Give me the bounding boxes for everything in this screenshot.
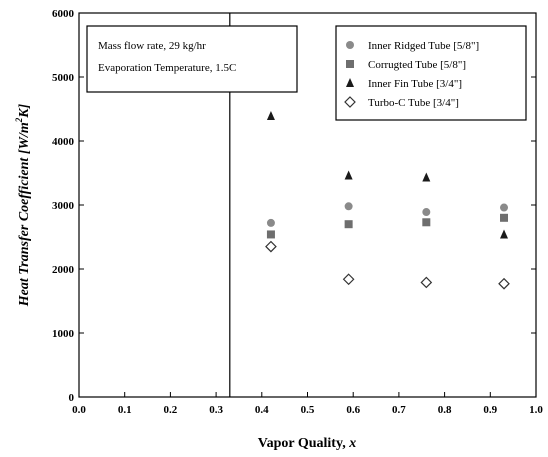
x-tick-label: 0.6 [346, 404, 360, 416]
data-point-series-4 [498, 277, 510, 290]
y-tick-label: 2000 [52, 264, 75, 276]
legend-marker-3 [346, 78, 354, 87]
data-point-series-4 [342, 273, 355, 286]
x-tick-label: 0.3 [209, 404, 223, 416]
legend-marker-4 [344, 96, 356, 108]
data-point-series-1 [422, 208, 431, 217]
data-point-series-2 [422, 218, 431, 227]
legend: Inner Ridged Tube [5/8"] Corrugted Tube [… [335, 25, 527, 121]
data-point-series-2 [266, 230, 275, 239]
data-point-series-2 [344, 220, 353, 229]
x-tick-label: 0.7 [392, 404, 406, 416]
y-axis-label: Heat Transfer Coefficient [W/m2K] [14, 103, 32, 307]
legend-marker-2 [346, 60, 354, 68]
annotation-line-1: Mass flow rate, 29 kg/hr [98, 40, 206, 52]
legend-label-1: Inner Ridged Tube [5/8"] [368, 40, 479, 52]
data-point-series-1 [344, 202, 353, 211]
data-point-series-3 [422, 172, 431, 182]
y-tick-label: 6000 [52, 8, 75, 20]
data-point-series-3 [344, 170, 353, 180]
data-point-series-4 [420, 276, 433, 289]
data-point-series-3 [266, 111, 275, 121]
x-axis-label: Vapor Quality, x [258, 436, 356, 451]
y-tick-label: 5000 [52, 72, 75, 84]
y-tick-label: 4000 [52, 136, 75, 148]
annotation-box: Mass flow rate, 29 kg/hr Evaporation Tem… [86, 25, 298, 93]
data-point-series-2 [500, 213, 509, 222]
y-tick-label: 3000 [52, 200, 75, 212]
x-tick-label: 1.0 [529, 404, 543, 416]
x-tick-label: 0.2 [164, 404, 178, 416]
y-tick-label: 0 [69, 392, 75, 404]
legend-label-3: Inner Fin Tube [3/4"] [368, 78, 462, 90]
x-tick-label: 0.0 [72, 404, 86, 416]
x-tick-label: 0.8 [438, 404, 452, 416]
x-tick-label: 0.4 [255, 404, 269, 416]
y-axis-ticks: 0 1000 2000 3000 4000 5000 6000 [52, 8, 536, 404]
data-point-series-1 [500, 203, 509, 212]
legend-marker-1 [346, 41, 354, 49]
legend-label-4: Turbo-C Tube [3/4"] [368, 97, 459, 109]
data-point-series-4 [265, 240, 277, 253]
x-axis-ticks: 0.0 0.1 0.2 0.3 0.4 0.5 0.6 0.7 0.8 0.9 1.0 [72, 392, 543, 416]
data-point-series-3 [500, 229, 509, 239]
x-tick-label: 0.5 [301, 404, 315, 416]
x-tick-label: 0.9 [483, 404, 497, 416]
data-point-series-1 [266, 218, 275, 227]
x-tick-label: 0.1 [118, 404, 132, 416]
data-points [265, 111, 510, 290]
legend-label-2: Corrugted Tube [5/8"] [368, 59, 466, 71]
y-tick-label: 1000 [52, 328, 75, 340]
annotation-line-2: Evaporation Temperature, 1.5C [98, 62, 236, 74]
